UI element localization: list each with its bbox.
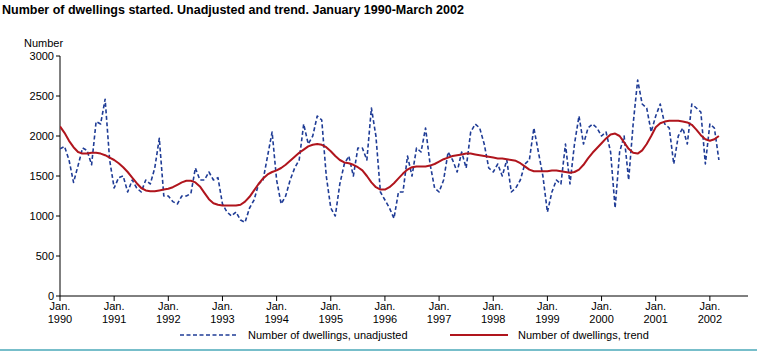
x-tick-label-line: Jan. (212, 300, 233, 312)
y-tick-label: 2500 (30, 90, 54, 102)
x-tick-label-line: 2000 (589, 313, 613, 325)
x-tick-label: Jan.1990 (48, 300, 72, 325)
series-line (60, 80, 719, 222)
x-tick-label: Jan.2002 (698, 300, 722, 325)
y-tick (56, 256, 60, 257)
series-line (60, 121, 719, 206)
y-tick-label: 2000 (30, 130, 54, 142)
x-tick-label-line: Jan. (429, 300, 450, 312)
x-tick-label-line: 1999 (535, 313, 559, 325)
x-tick-label-line: 1991 (102, 313, 126, 325)
x-tick-label: Jan.1992 (156, 300, 180, 325)
y-tick-label: 500 (36, 250, 54, 262)
x-tick-label-line: 2001 (643, 313, 667, 325)
plot-area (60, 80, 719, 222)
x-tick-label-line: Jan. (591, 300, 612, 312)
y-axis-label: Number (24, 37, 63, 49)
y-axis (60, 56, 61, 296)
x-tick-label-line: Jan. (483, 300, 504, 312)
x-tick-label-line: Jan. (50, 300, 71, 312)
x-tick-label-line: 1990 (48, 313, 72, 325)
legend-swatch (180, 334, 238, 336)
x-tick-label: Jan.1991 (102, 300, 126, 325)
x-tick-label-line: Jan. (266, 300, 287, 312)
y-tick (56, 296, 60, 297)
x-tick-label-line: 1998 (481, 313, 505, 325)
x-tick-label-line: Jan. (645, 300, 666, 312)
x-tick-label-line: Jan. (158, 300, 179, 312)
x-tick-label: Jan.1997 (427, 300, 451, 325)
x-tick-label: Jan.2001 (643, 300, 667, 325)
x-tick-label-line: Jan. (375, 300, 396, 312)
x-tick-label-line: 1996 (373, 313, 397, 325)
x-tick-label-line: 1995 (319, 313, 343, 325)
y-tick-label: 3000 (30, 50, 54, 62)
x-tick-label-line: 1994 (264, 313, 288, 325)
x-tick-label-line: Jan. (537, 300, 558, 312)
x-tick-label: Jan.1993 (210, 300, 234, 325)
y-tick (56, 216, 60, 217)
x-tick-label: Jan.2000 (589, 300, 613, 325)
x-tick-label-line: 1992 (156, 313, 180, 325)
x-tick-label: Jan.1995 (319, 300, 343, 325)
chart: Number of dwellings started. Unadjusted … (0, 0, 757, 352)
x-tick-label: Jan.1996 (373, 300, 397, 325)
y-tick (56, 56, 60, 57)
x-tick-label: Jan.1998 (481, 300, 505, 325)
y-tick (56, 136, 60, 137)
legend-swatch (450, 334, 508, 336)
y-tick (56, 176, 60, 177)
y-tick-label: 1000 (30, 210, 54, 222)
x-axis (60, 296, 748, 297)
frame-rule (0, 349, 757, 351)
x-tick-label-line: Jan. (699, 300, 720, 312)
y-tick-label: 1500 (30, 170, 54, 182)
x-tick-label: Jan.1994 (264, 300, 288, 325)
legend-label: Number of dwellings, unadjusted (248, 329, 408, 341)
x-tick-label: Jan.1999 (535, 300, 559, 325)
title: Number of dwellings started. Unadjusted … (2, 3, 464, 17)
x-tick-label-line: 1993 (210, 313, 234, 325)
y-tick (56, 96, 60, 97)
x-tick-label-line: Jan. (104, 300, 125, 312)
legend-label: Number of dwellings, trend (518, 329, 649, 341)
x-tick-label-line: Jan. (320, 300, 341, 312)
x-tick-label-line: 2002 (698, 313, 722, 325)
x-tick-label-line: 1997 (427, 313, 451, 325)
